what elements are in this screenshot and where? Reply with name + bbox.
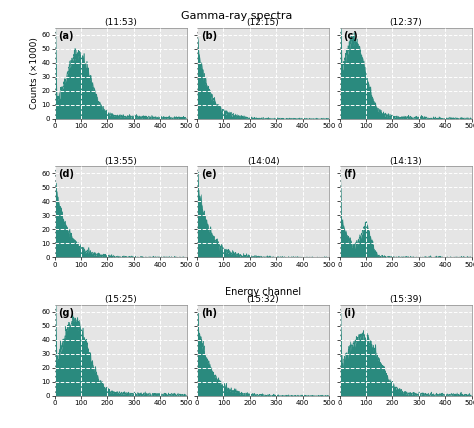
Title: (15:25): (15:25) bbox=[104, 295, 137, 304]
Text: (i): (i) bbox=[344, 308, 356, 318]
Title: (11:53): (11:53) bbox=[104, 18, 137, 27]
Title: (13:55): (13:55) bbox=[104, 157, 137, 166]
Text: (b): (b) bbox=[201, 30, 217, 41]
Title: (12:15): (12:15) bbox=[246, 18, 280, 27]
Text: (e): (e) bbox=[201, 169, 217, 179]
Y-axis label: Counts (×1000): Counts (×1000) bbox=[29, 37, 38, 109]
Title: (14:04): (14:04) bbox=[247, 157, 279, 166]
Title: (15:39): (15:39) bbox=[389, 295, 422, 304]
Text: (g): (g) bbox=[58, 308, 74, 318]
Text: (h): (h) bbox=[201, 308, 217, 318]
X-axis label: Energy channel: Energy channel bbox=[225, 287, 301, 297]
Title: (15:32): (15:32) bbox=[246, 295, 280, 304]
Title: (12:37): (12:37) bbox=[389, 18, 422, 27]
Text: (a): (a) bbox=[58, 30, 74, 41]
Text: Gamma-ray spectra: Gamma-ray spectra bbox=[182, 11, 292, 21]
Text: (c): (c) bbox=[344, 30, 358, 41]
Text: (f): (f) bbox=[344, 169, 357, 179]
Text: (d): (d) bbox=[58, 169, 74, 179]
Title: (14:13): (14:13) bbox=[389, 157, 422, 166]
